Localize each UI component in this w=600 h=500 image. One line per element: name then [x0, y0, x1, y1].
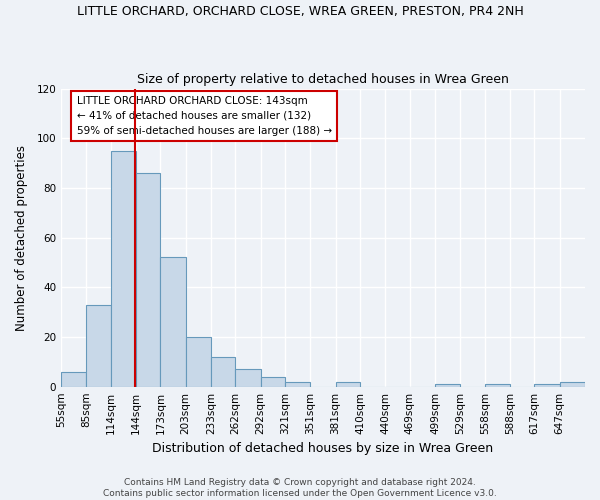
Bar — [485, 384, 510, 386]
Y-axis label: Number of detached properties: Number of detached properties — [15, 144, 28, 330]
Bar — [235, 370, 260, 386]
Bar — [260, 376, 285, 386]
Bar — [535, 384, 560, 386]
Bar — [335, 382, 360, 386]
Bar — [185, 337, 211, 386]
Bar — [86, 304, 110, 386]
Title: Size of property relative to detached houses in Wrea Green: Size of property relative to detached ho… — [137, 73, 509, 86]
Bar — [285, 382, 310, 386]
Text: LITTLE ORCHARD ORCHARD CLOSE: 143sqm
← 41% of detached houses are smaller (132)
: LITTLE ORCHARD ORCHARD CLOSE: 143sqm ← 4… — [77, 96, 332, 136]
Bar — [560, 382, 585, 386]
Bar — [61, 372, 86, 386]
Bar — [110, 150, 136, 386]
Bar — [160, 258, 185, 386]
Bar — [211, 357, 235, 386]
X-axis label: Distribution of detached houses by size in Wrea Green: Distribution of detached houses by size … — [152, 442, 494, 455]
Bar — [435, 384, 460, 386]
Text: Contains HM Land Registry data © Crown copyright and database right 2024.
Contai: Contains HM Land Registry data © Crown c… — [103, 478, 497, 498]
Bar — [136, 173, 160, 386]
Text: LITTLE ORCHARD, ORCHARD CLOSE, WREA GREEN, PRESTON, PR4 2NH: LITTLE ORCHARD, ORCHARD CLOSE, WREA GREE… — [77, 5, 523, 18]
